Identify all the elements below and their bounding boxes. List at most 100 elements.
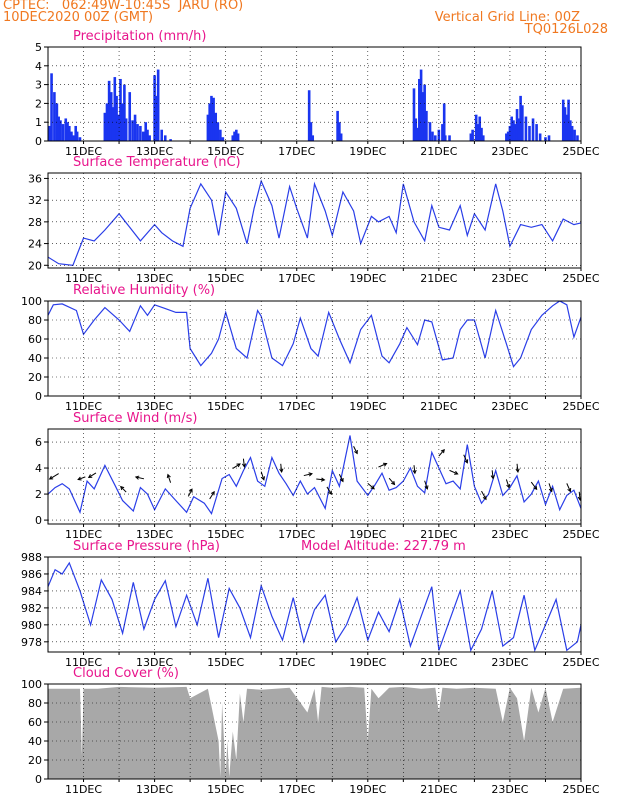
precip-bar — [538, 133, 542, 141]
precip-bar — [512, 120, 515, 141]
grid-note: Vertical Grid Line: 00Z — [434, 10, 580, 25]
y-tick-label: 0 — [35, 773, 42, 786]
y-tick-label: 984 — [21, 585, 42, 598]
panel-frame — [47, 46, 582, 142]
wind-arrow — [87, 472, 97, 479]
y-tick-label: 20 — [28, 754, 42, 767]
precip-bar — [74, 125, 78, 141]
wind-arrow — [438, 448, 445, 457]
precip-bar — [535, 124, 538, 141]
wind-arrow — [566, 483, 572, 493]
precip-bar — [471, 129, 474, 141]
wind-arrow — [424, 480, 429, 490]
panel-frame — [47, 683, 582, 780]
wind-arrow — [326, 486, 332, 496]
panel-data — [48, 301, 581, 368]
x-tick-label: 11DEC — [65, 272, 102, 285]
precip-bar — [428, 122, 432, 141]
x-tick-label: 25DEC — [562, 783, 599, 796]
x-tick-label: 17DEC — [278, 528, 315, 541]
precip-bar — [567, 99, 570, 141]
y-tick-label: 0 — [35, 514, 42, 527]
y-tick-label: 2 — [35, 488, 42, 501]
wind-arrow — [353, 446, 358, 455]
wind-arrow — [515, 463, 520, 473]
y-tick-label: 978 — [21, 636, 42, 649]
station-header: CPTEC: 062:49W-10:45S JARU (RO) — [3, 0, 244, 13]
precip-bar — [169, 139, 172, 141]
precip-bar — [214, 112, 218, 141]
panel-relative-2: Relative Humidity (%) 0 20 40 60 80 100 11DEC 13… — [21, 283, 600, 413]
wind-arrow — [378, 462, 388, 468]
x-tick-label: 13DEC — [136, 272, 173, 285]
x-tick-label: 15DEC — [207, 783, 244, 796]
precip-bar — [573, 129, 576, 141]
precip-bar — [160, 129, 164, 141]
precip-bar — [113, 77, 117, 141]
precip-bar — [508, 125, 512, 141]
y-tick-label: 100 — [21, 295, 42, 308]
precip-bar — [565, 114, 569, 141]
x-tick-label: 13DEC — [136, 783, 173, 796]
series-line — [48, 179, 581, 266]
precip-bar — [414, 118, 418, 141]
precip-bar — [339, 133, 343, 141]
x-tick-label: 19DEC — [349, 656, 386, 669]
y-tick-label: 3 — [35, 79, 42, 92]
precip-bar — [61, 124, 65, 141]
precip-bar — [105, 103, 109, 141]
precip-bar — [425, 110, 428, 141]
x-tick-label: 15DEC — [207, 272, 244, 285]
y-tick-label: 28 — [28, 216, 42, 229]
panel-title: Surface Pressure (hPa) — [73, 539, 220, 554]
precip-bar — [570, 125, 574, 141]
wind-arrow — [338, 474, 344, 483]
x-tick-label: 21DEC — [420, 783, 457, 796]
y-tick-label: 36 — [28, 172, 42, 185]
wind-arrow — [412, 465, 417, 475]
precip-bar — [510, 116, 514, 141]
x-tick-label: 21DEC — [420, 272, 457, 285]
precip-bar — [66, 122, 69, 141]
panel-annotation: Model Altitude: 227.79 m — [301, 539, 466, 554]
x-tick-label: 11DEC — [65, 656, 102, 669]
x-tick-label: 25DEC — [562, 145, 599, 158]
precip-bar — [103, 112, 107, 141]
precip-bar — [476, 124, 480, 141]
y-tick-label: 5 — [35, 41, 42, 54]
precip-bar — [146, 129, 149, 141]
y-tick-label: 0 — [35, 390, 42, 403]
x-tick-label: 11DEC — [65, 783, 102, 796]
precip-bar — [206, 114, 210, 141]
precip-bar — [210, 95, 213, 141]
precip-bar — [124, 118, 128, 141]
y-tick-label: 988 — [21, 551, 42, 564]
x-tick-label: 17DEC — [278, 272, 315, 285]
precip-bar — [208, 103, 211, 141]
wind-arrow — [449, 469, 459, 475]
precip-bar — [155, 95, 158, 141]
precip-bar — [153, 75, 156, 141]
wind-arrow — [367, 482, 375, 490]
precip-bar — [75, 131, 79, 141]
precip-bar — [111, 107, 114, 141]
precip-bar — [311, 135, 315, 141]
y-tick-label: 980 — [21, 619, 42, 632]
precip-bar — [431, 131, 434, 141]
precip-bar — [336, 110, 339, 141]
precip-bar — [148, 135, 151, 141]
panel-frame — [47, 556, 582, 653]
wind-arrow — [577, 491, 581, 501]
x-tick-label: 11DEC — [65, 400, 102, 413]
panel-surface-4: Surface Pressure (hPa) Model Altitude: 22… — [21, 539, 600, 669]
wind-arrow — [505, 479, 511, 489]
precip-bar — [221, 137, 225, 141]
wind-arrow — [77, 476, 86, 481]
precip-bar — [418, 78, 421, 141]
x-tick-label: 23DEC — [491, 783, 528, 796]
x-tick-label: 15DEC — [207, 400, 244, 413]
precip-bar — [478, 116, 482, 141]
x-tick-label: 15DEC — [207, 656, 244, 669]
x-tick-label: 25DEC — [562, 272, 599, 285]
x-tick-label: 13DEC — [136, 528, 173, 541]
